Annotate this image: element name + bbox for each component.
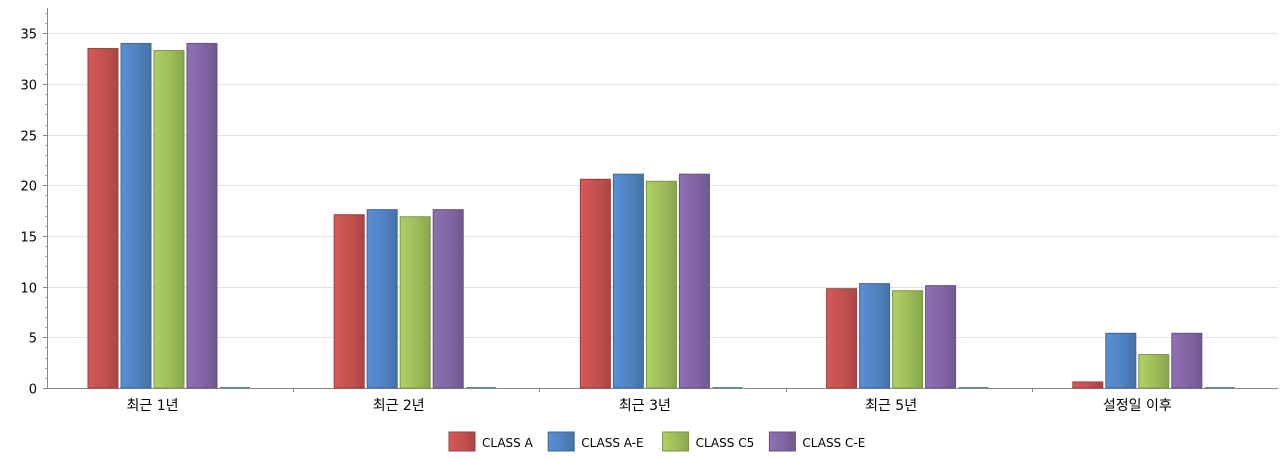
bars [87,42,1235,389]
bar-class-c-e-1 [432,209,464,389]
bar-class-a-2 [579,178,611,389]
x-category-label: 최근 3년 [619,398,671,414]
x-category-label: 최근 5년 [865,398,917,414]
bar-class-a-e-1 [366,209,398,389]
legend-item-class-c-e: CLASS C-E [768,431,865,452]
legend-swatch [768,431,796,452]
bar-class-c5-3 [892,290,924,389]
y-tick-label: 10 [20,282,37,297]
axis-labels: 0 5 10 15 20 25 30 35 최근 1년 최근 2년 최근 3년 최근 5년 설정일 이후 [20,28,1171,415]
bar-class-a-e-2 [612,173,644,389]
legend-label: CLASS C5 [696,436,755,450]
legend-label: CLASS C-E [802,436,865,450]
legend-label: CLASS A-E [581,436,643,450]
y-tick-label: 35 [20,28,37,43]
legend-item-class-a-e: CLASS A-E [547,431,644,452]
bar-class-a-4 [1072,381,1104,389]
bar-class-a-1 [333,214,365,389]
bar-class-c-e-2 [678,173,710,389]
bar-class-a-3 [826,288,858,389]
bar-class-c-e-0 [186,42,218,389]
bar-class-c5-2 [645,180,677,389]
x-category-label: 최근 2년 [373,398,425,414]
legend-label: CLASS A [482,436,534,450]
legend-item-class-c5: CLASS C5 [662,431,755,452]
bar-class-c5-0 [153,50,185,389]
bar-class-a-e-3 [859,283,891,389]
bar-class-c5-4 [1138,354,1170,389]
y-tick-label: 20 [20,180,37,195]
y-tick-label: 30 [20,79,37,94]
x-category-label: 최근 1년 [127,398,179,414]
legend-swatch [662,431,690,452]
legend-item-class-a: CLASS A [448,431,534,452]
y-tick-label: 25 [20,130,37,145]
y-tick-label: 15 [20,231,37,246]
bar-class-c5-1 [399,216,431,389]
y-tick-label: 0 [29,383,37,398]
legend-swatch [448,431,476,452]
legend: CLASS A CLASS A-E CLASS C5 CLASS C-E [448,431,865,452]
bar-class-a-0 [87,48,119,389]
bar-class-a-e-4 [1105,332,1137,389]
bar-class-c-e-3 [925,285,957,389]
legend-swatch [547,431,575,452]
y-tick-label: 5 [29,332,37,347]
bar-class-a-e-0 [120,42,152,389]
x-category-label: 설정일 이후 [1103,398,1172,414]
bar-class-c-e-4 [1171,332,1203,389]
